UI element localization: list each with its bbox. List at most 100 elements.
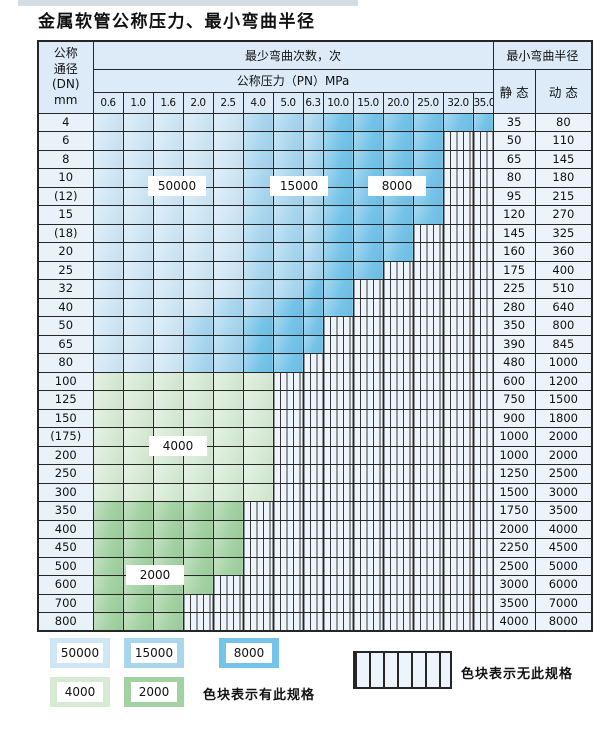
spec-cell-available — [122, 112, 154, 132]
spec-cell-unavailable — [322, 501, 354, 521]
spec-cell-unavailable — [272, 482, 304, 502]
spec-cell-unavailable — [412, 519, 444, 539]
spec-cell-unavailable — [212, 612, 244, 632]
static-radius-cell: 65 — [492, 149, 536, 169]
spec-cell-unavailable — [352, 538, 384, 558]
band-value-label: 2000 — [126, 565, 184, 585]
spec-cell-unavailable — [382, 260, 414, 280]
spec-cell-unavailable — [442, 556, 474, 576]
dynamic-radius-cell: 1800 — [534, 408, 593, 428]
static-radius-cell: 480 — [492, 353, 536, 373]
spec-cell-unavailable — [322, 445, 354, 465]
spec-cell-unavailable — [382, 334, 414, 354]
spec-cell-unavailable — [382, 408, 414, 428]
legend-swatch-value: 15000 — [131, 643, 177, 663]
spec-cell-available — [152, 242, 184, 262]
dn-header-line: 通径 — [53, 61, 78, 76]
dn-cell: 15 — [37, 205, 94, 225]
spec-cell-available — [92, 408, 124, 428]
spec-cell-available — [212, 242, 244, 262]
table-row: 300 1500 3000 — [37, 482, 593, 502]
spec-cell-available — [242, 112, 274, 132]
spec-cell-unavailable — [322, 390, 354, 410]
spec-cell-available — [382, 205, 414, 225]
table-row: 6 50 110 — [37, 131, 593, 151]
spec-cell-available — [272, 297, 304, 317]
spec-cell-unavailable — [442, 390, 474, 410]
dn-cell: 200 — [37, 445, 94, 465]
spec-cell-available — [322, 223, 354, 243]
spec-cell-available — [182, 353, 214, 373]
spec-cell-available — [212, 371, 244, 391]
dynamic-radius-cell: 1200 — [534, 371, 593, 391]
spec-cell-available — [122, 223, 154, 243]
spec-cell-unavailable — [442, 316, 474, 336]
dynamic-radius-cell: 360 — [534, 242, 593, 262]
pressure-col-header: 4.0 — [242, 91, 274, 114]
spec-cell-available — [272, 112, 304, 132]
spec-cell-unavailable — [472, 445, 494, 465]
dn-cell: 4 — [37, 112, 94, 132]
spec-cell-unavailable — [352, 334, 384, 354]
spec-cell-available — [242, 482, 274, 502]
spec-cell-unavailable — [242, 612, 274, 632]
spec-cell-available — [152, 353, 184, 373]
dynamic-radius-cell: 325 — [534, 223, 593, 243]
spec-cell-available — [92, 575, 124, 595]
table-row: 80 480 1000 — [37, 353, 593, 373]
spec-cell-unavailable — [302, 519, 324, 539]
spec-cell-available — [322, 112, 354, 132]
spec-cell-available — [92, 538, 124, 558]
spec-cell-available — [212, 223, 244, 243]
spec-cell-available — [242, 371, 274, 391]
spec-cell-unavailable — [442, 186, 474, 206]
spec-cell-unavailable — [352, 390, 384, 410]
spec-cell-unavailable — [412, 390, 444, 410]
spec-cell-unavailable — [302, 556, 324, 576]
spec-cell-available — [152, 501, 184, 521]
dn-cell: 80 — [37, 353, 94, 373]
spec-cell-unavailable — [382, 482, 414, 502]
spec-cell-available — [242, 408, 274, 428]
spec-cell-unavailable — [442, 205, 474, 225]
spec-cell-unavailable — [322, 575, 354, 595]
spec-cell-unavailable — [442, 408, 474, 428]
spec-cell-available — [182, 131, 214, 151]
spec-cell-unavailable — [442, 371, 474, 391]
spec-cell-available — [412, 205, 444, 225]
spec-cell-available — [122, 353, 154, 373]
spec-cell-unavailable — [382, 519, 414, 539]
spec-cell-unavailable — [442, 149, 474, 169]
spec-cell-available — [242, 464, 274, 484]
spec-cell-available — [182, 556, 214, 576]
spec-cell-available — [212, 464, 244, 484]
spec-cell-unavailable — [272, 408, 304, 428]
spec-cell-available — [322, 279, 354, 299]
spec-cell-available — [412, 112, 444, 132]
dn-cell: 25 — [37, 260, 94, 280]
dn-cell: 800 — [37, 612, 94, 632]
spec-cell-unavailable — [412, 316, 444, 336]
spec-cell-unavailable — [302, 464, 324, 484]
spec-cell-unavailable — [412, 538, 444, 558]
spec-cell-unavailable — [412, 353, 444, 373]
spec-cell-available — [302, 316, 324, 336]
spec-cell-unavailable — [302, 408, 324, 428]
spec-cell-unavailable — [302, 482, 324, 502]
dynamic-radius-cell: 8000 — [534, 612, 593, 632]
spec-cell-available — [92, 297, 124, 317]
spec-cell-unavailable — [322, 371, 354, 391]
spec-cell-available — [352, 260, 384, 280]
scan-artifact-strip — [18, 0, 358, 6]
dynamic-radius-cell: 3000 — [534, 482, 593, 502]
spec-cell-unavailable — [442, 482, 474, 502]
dynamic-radius-cell: 800 — [534, 316, 593, 336]
dynamic-radius-cell: 845 — [534, 334, 593, 354]
spec-cell-available — [272, 279, 304, 299]
spec-cell-available — [212, 316, 244, 336]
bend-cycles-header: 最少弯曲次数，次 — [92, 40, 494, 70]
band-value-label: 15000 — [270, 176, 328, 196]
spec-cell-available — [92, 593, 124, 613]
spec-cell-available — [92, 371, 124, 391]
